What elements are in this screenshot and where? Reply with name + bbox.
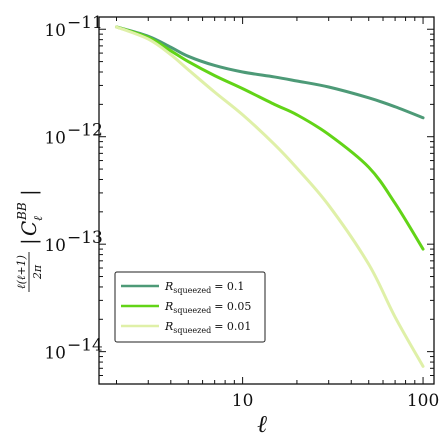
- x-tick-label: 10: [232, 391, 254, 411]
- y-axis-label: ℓ(ℓ+1) 2π | C BB ℓ |: [15, 189, 45, 292]
- legend-entry-0: Rsqueezed = 0.1: [121, 280, 244, 295]
- y-tick-label: 10: [44, 129, 66, 149]
- y-label-fraction-numerator: ℓ(ℓ+1): [15, 255, 28, 289]
- y-tick-label: 10: [44, 21, 66, 41]
- y-label-bar-right: |: [17, 189, 42, 196]
- y-tick-exponent: −13: [67, 228, 103, 248]
- series-line-1: [114, 25, 425, 251]
- legend-label-0: Rsqueezed = 0.1: [164, 280, 244, 295]
- y-tick-label: 10: [44, 236, 66, 256]
- y-label-bar-left: |: [17, 238, 42, 245]
- legend-label-2: Rsqueezed = 0.01: [164, 320, 251, 335]
- series-line-0: [114, 25, 425, 120]
- y-label-subscript: ℓ: [31, 216, 45, 221]
- legend-label-1: Rsqueezed = 0.05: [164, 300, 251, 315]
- plot-frame: [98, 16, 435, 385]
- x-axis-label: ℓ: [257, 410, 267, 438]
- y-tick-exponent: −12: [67, 121, 103, 141]
- legend: Rsqueezed = 0.1 Rsqueezed = 0.05 Rsqueezed…: [114, 271, 266, 343]
- series-layer: [114, 25, 425, 368]
- legend-box: [114, 271, 266, 343]
- y-label-superscript: BB: [15, 202, 29, 221]
- y-tick-label: 10: [44, 344, 66, 364]
- y-tick-exponent: −14: [67, 336, 103, 356]
- y-tick-exponent: −11: [67, 13, 103, 33]
- y-label-fraction-denominator: 2π: [31, 264, 44, 280]
- x-tick-label: 100: [407, 391, 439, 411]
- series-line-2: [114, 25, 425, 368]
- legend-entry-1: Rsqueezed = 0.05: [121, 300, 251, 315]
- y-label-symbol: C: [17, 221, 41, 236]
- legend-entry-2: Rsqueezed = 0.01: [121, 320, 251, 335]
